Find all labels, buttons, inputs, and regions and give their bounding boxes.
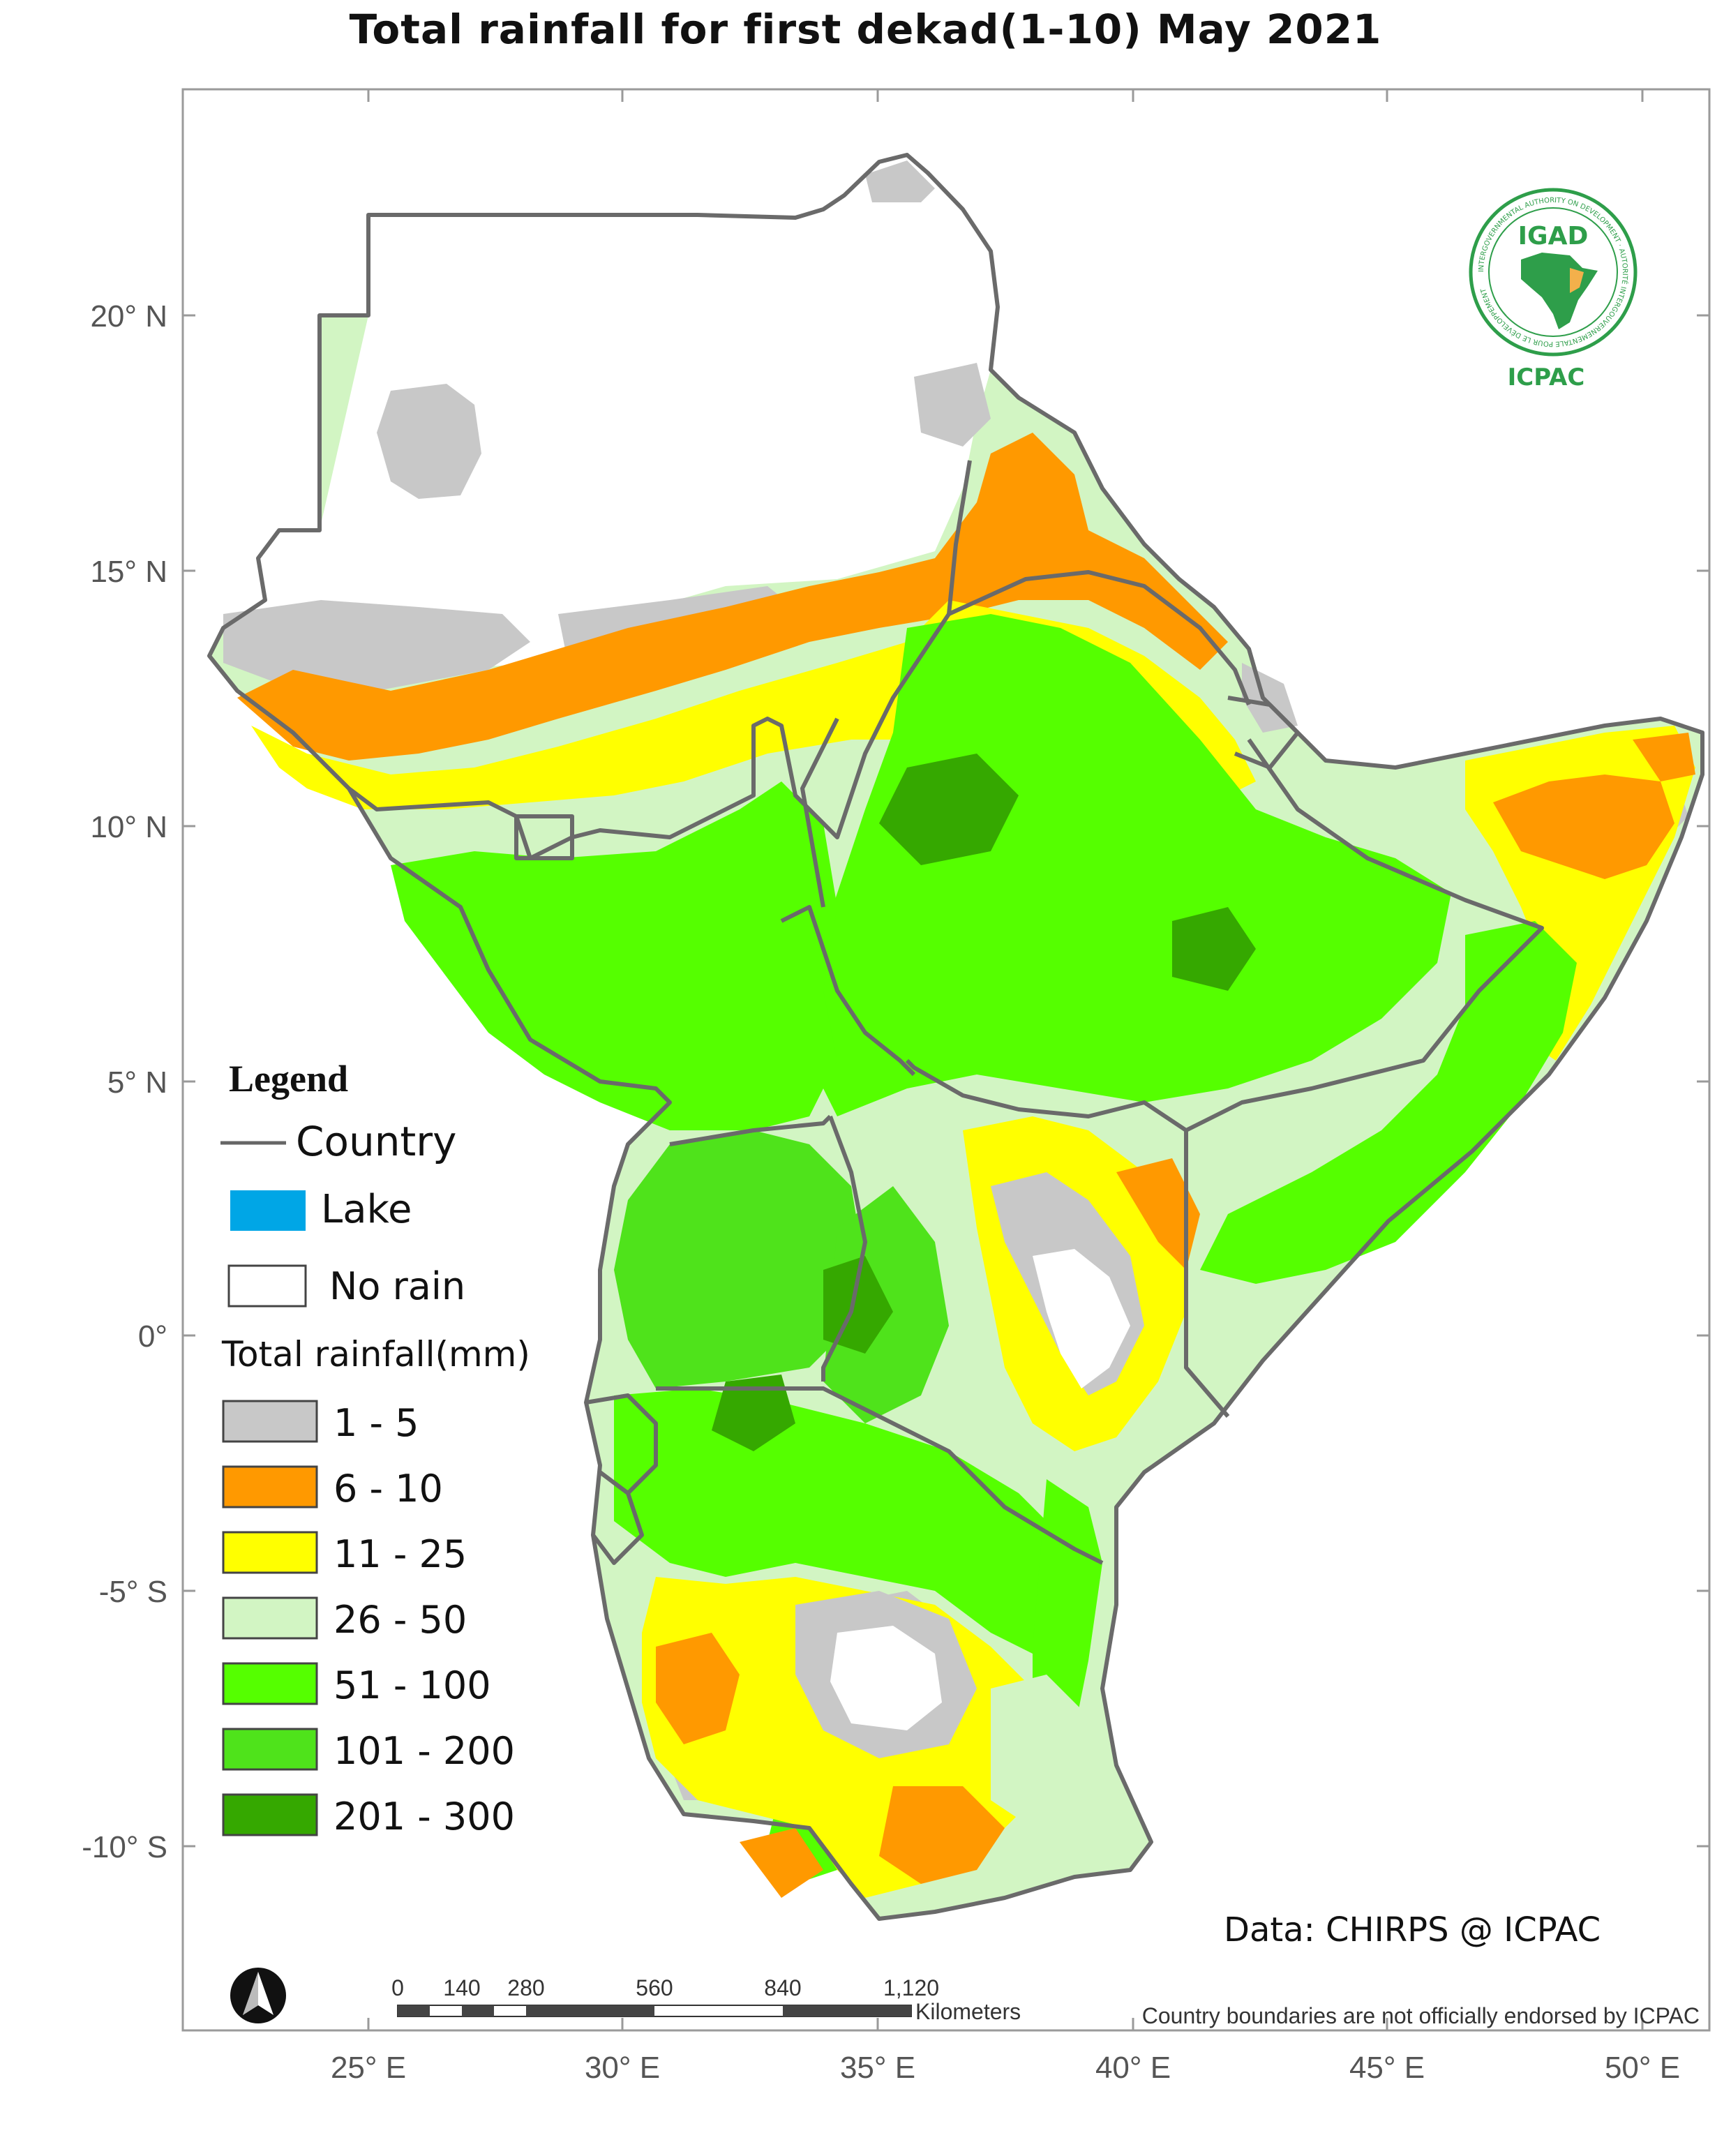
legend-class-5-label: 51 - 100	[334, 1663, 491, 1707]
north-arrow-icon	[230, 1968, 286, 2023]
legend-class-3-swatch	[222, 1531, 318, 1574]
legend-class-6-label: 101 - 200	[334, 1729, 515, 1773]
legend-class-3-label: 11 - 25	[334, 1532, 467, 1576]
legend-class-2-label: 6 - 10	[334, 1467, 443, 1511]
legend-class-6-swatch	[222, 1728, 318, 1771]
scale-tick-280: 280	[507, 1975, 544, 2000]
lon-label-30: 30° E	[585, 2051, 660, 2085]
scale-tick-140: 140	[443, 1975, 480, 2000]
boundary-disclaimer: Country boundaries are not officially en…	[1142, 2003, 1700, 2028]
legend-lake-label: Lake	[321, 1187, 412, 1232]
scale-tick-1120: 1,120	[883, 1975, 939, 2000]
latitude-labels: 20° N 15° N 10° N 5° N 0° -5° S -10° S	[82, 299, 167, 1864]
lat-label-15n: 15° N	[90, 555, 167, 589]
map-title: Total rainfall for first dekad(1-10) May…	[349, 6, 1382, 53]
country-boundaries	[207, 153, 1704, 1921]
lat-label-10n: 10° N	[90, 810, 167, 844]
legend-class-4-swatch	[222, 1596, 318, 1640]
legend-lake-swatch	[230, 1190, 306, 1231]
legend-class-7-swatch	[222, 1793, 318, 1836]
igad-logo: INTERGOVERNMENTAL AUTHORITY ON DEVELOPME…	[1469, 188, 1638, 391]
legend-heading: Legend	[229, 1058, 348, 1100]
green-uganda	[614, 1130, 865, 1388]
legend-class-1-label: 1 - 5	[334, 1401, 419, 1445]
legend-country-label: Country	[296, 1118, 456, 1165]
lon-label-40: 40° E	[1095, 2051, 1171, 2085]
lat-label-20n: 20° N	[90, 299, 167, 334]
legend-rain-title: Total rainfall(mm)	[221, 1334, 530, 1375]
norain-zone	[223, 155, 998, 670]
lat-label-0: 0°	[138, 1319, 167, 1354]
graticule-ticks	[183, 89, 1709, 2030]
lon-label-50: 50° E	[1605, 2051, 1680, 2085]
logo-igad-text: IGAD	[1518, 222, 1589, 250]
legend-norain-label: No rain	[329, 1264, 465, 1308]
green-ethiopia	[809, 614, 1451, 1116]
lat-label-10s: -10° S	[82, 1830, 167, 1864]
scale-tick-560: 560	[636, 1975, 673, 2000]
rainfall-raster	[209, 155, 1702, 1919]
lat-label-5n: 5° N	[107, 1065, 167, 1100]
legend-norain-swatch	[227, 1264, 307, 1308]
legend-class-5-swatch	[222, 1662, 318, 1705]
data-credit: Data: CHIRPS @ ICPAC	[1224, 1910, 1601, 1949]
orange-band	[237, 433, 1228, 761]
scale-bar: 0 140 280 560 840 1,120 Kilometers	[391, 1975, 1021, 2024]
legend: Legend Country Lake No rain Total rainfa…	[220, 1058, 530, 1839]
lon-label-45: 45° E	[1349, 2051, 1425, 2085]
lon-label-35: 35° E	[840, 2051, 915, 2085]
scale-tick-0: 0	[391, 1975, 404, 2000]
legend-class-1-swatch	[222, 1400, 318, 1443]
logo-icpac-text: ICPAC	[1508, 364, 1585, 391]
scale-tick-840: 840	[764, 1975, 801, 2000]
longitude-labels: 25° E 30° E 35° E 40° E 45° E 50° E	[331, 2051, 1680, 2085]
scale-units: Kilometers	[915, 1999, 1021, 2024]
lat-label-5s: -5° S	[99, 1575, 167, 1609]
lon-label-25: 25° E	[331, 2051, 406, 2085]
legend-class-4-label: 26 - 50	[334, 1598, 467, 1642]
legend-class-7-label: 201 - 300	[334, 1795, 515, 1839]
legend-class-2-swatch	[222, 1465, 318, 1509]
green-south-sudan	[391, 781, 837, 1130]
